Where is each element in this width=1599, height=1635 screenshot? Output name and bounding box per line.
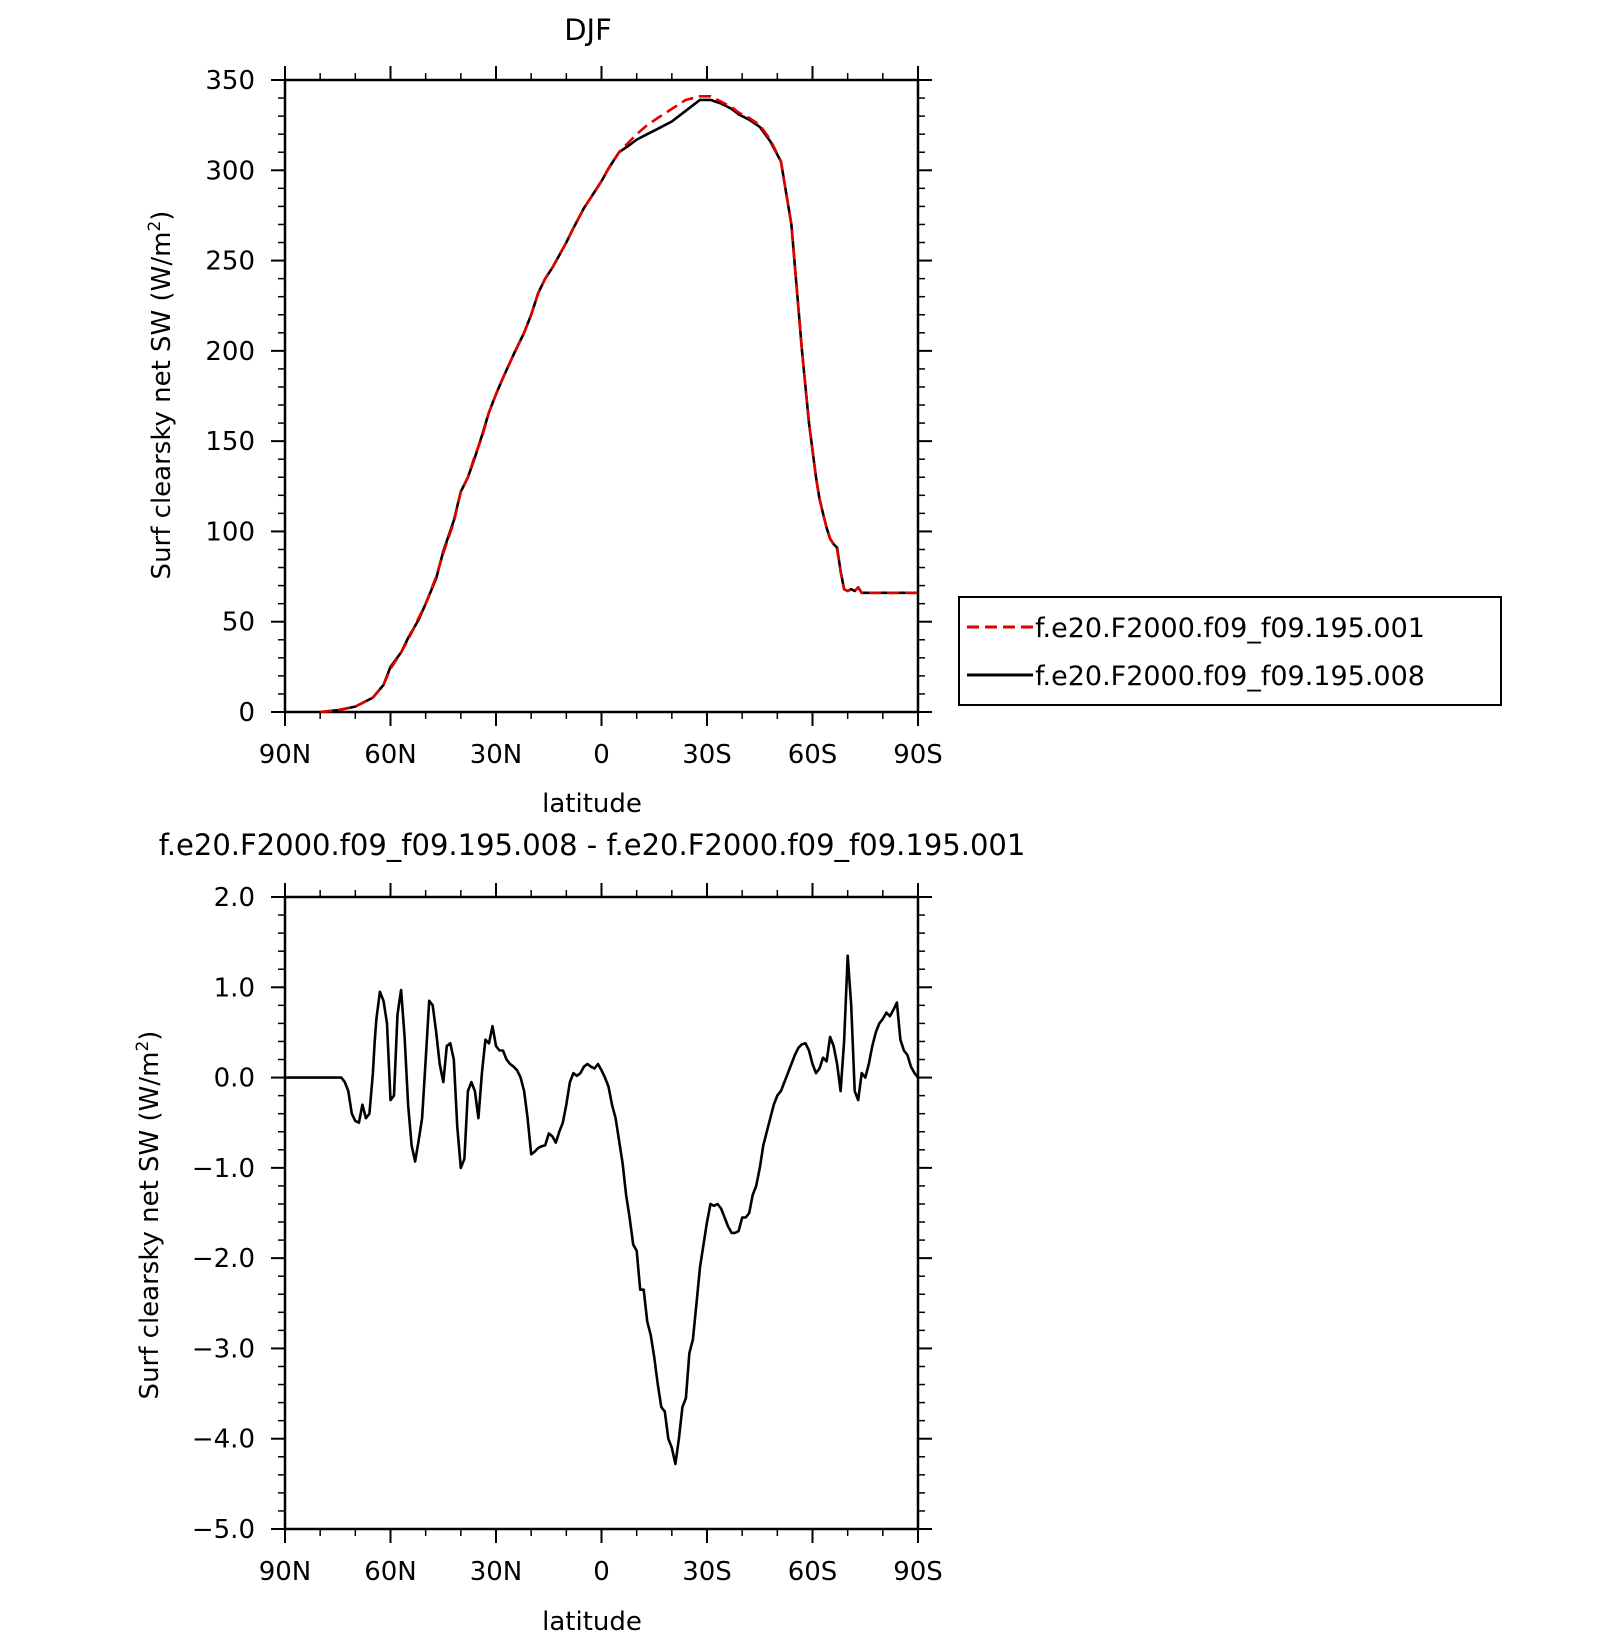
top-y-tick-label: 250 bbox=[205, 247, 255, 277]
bottom-y-tick-label: 1.0 bbox=[214, 973, 255, 1003]
top-y-tick-label: 100 bbox=[205, 517, 255, 547]
legend-label-series-1: f.e20.F2000.f09_f09.195.001 bbox=[1035, 613, 1425, 644]
top-y-tick-label: 50 bbox=[222, 608, 255, 638]
top-x-tick-label: 60S bbox=[788, 740, 838, 770]
bottom-y-axis-label: Surf clearsky net SW (W/m2) bbox=[133, 1031, 165, 1400]
bottom-x-tick-label: 90N bbox=[259, 1557, 312, 1587]
bottom-y-tick-label: −3.0 bbox=[192, 1334, 255, 1364]
bottom-x-tick-label: 90S bbox=[893, 1557, 943, 1587]
legend: f.e20.F2000.f09_f09.195.001 f.e20.F2000.… bbox=[958, 596, 1502, 706]
top-x-tick-label: 90S bbox=[893, 740, 943, 770]
bottom-x-tick-label: 0 bbox=[593, 1557, 610, 1587]
legend-box bbox=[958, 596, 1502, 706]
bottom-y-tick-label: 0.0 bbox=[214, 1064, 255, 1094]
bottom-y-tick-label: −5.0 bbox=[192, 1515, 255, 1545]
bottom-x-tick-label: 60S bbox=[788, 1557, 838, 1587]
top-x-tick-label: 0 bbox=[593, 740, 610, 770]
top-series-line-1 bbox=[320, 95, 918, 714]
bottom-panel: f.e20.F2000.f09_f09.195.008 - f.e20.F200… bbox=[133, 828, 1025, 1635]
top-x-tick-label: 30S bbox=[682, 740, 732, 770]
top-y-axis-label-main: Surf clearsky net SW (W/m bbox=[147, 232, 177, 580]
top-panel: DJF 90N 60N 30N 0 30S 60S 90S 0 50 100 150 200 250 30… bbox=[145, 13, 1502, 819]
bottom-y-axis-label-sup: 2 bbox=[133, 1041, 153, 1052]
top-chart-title: DJF bbox=[564, 13, 612, 47]
bottom-chart-title: f.e20.F2000.f09_f09.195.008 - f.e20.F200… bbox=[159, 828, 1026, 862]
top-plot-frame bbox=[283, 78, 920, 714]
bottom-series-line-1 bbox=[285, 954, 920, 1466]
top-y-tick-label: 300 bbox=[205, 156, 255, 186]
top-y-axis-label: Surf clearsky net SW (W/m2) bbox=[145, 211, 177, 580]
bottom-x-tick-label: 30N bbox=[470, 1557, 523, 1587]
bottom-x-tick-label: 60N bbox=[364, 1557, 417, 1587]
bottom-plot-area: 90N 60N 30N 0 30S 60S 90S 2.0 1.0 0.0 −1.0 −2.0 −3.0… bbox=[192, 883, 943, 1587]
top-y-tick-label: 150 bbox=[205, 427, 255, 457]
bottom-x-axis-label: latitude bbox=[542, 1607, 642, 1635]
bottom-y-tick-label: −1.0 bbox=[192, 1154, 255, 1184]
legend-label-series-2: f.e20.F2000.f09_f09.195.008 bbox=[1035, 661, 1425, 692]
bottom-x-tick-label: 30S bbox=[682, 1557, 732, 1587]
top-y-tick-label: 350 bbox=[205, 66, 255, 96]
bottom-y-axis-label-end: ) bbox=[135, 1031, 165, 1041]
bottom-y-tick-label: −2.0 bbox=[192, 1244, 255, 1274]
top-x-axis-label: latitude bbox=[542, 789, 642, 819]
top-series-line-2 bbox=[320, 98, 918, 714]
top-x-tick-label: 90N bbox=[259, 740, 312, 770]
top-y-axis-label-end: ) bbox=[147, 211, 177, 221]
top-y-tick-label: 200 bbox=[205, 337, 255, 367]
bottom-y-axis-label-main: Surf clearsky net SW (W/m bbox=[135, 1052, 165, 1400]
top-plot-area: 90N 60N 30N 0 30S 60S 90S 0 50 100 150 200 250 300 350 bbox=[205, 66, 943, 770]
bottom-y-tick-label: 2.0 bbox=[214, 883, 255, 913]
bottom-y-tick-label: −4.0 bbox=[192, 1425, 255, 1455]
top-x-tick-label: 60N bbox=[364, 740, 417, 770]
top-x-tick-label: 30N bbox=[470, 740, 523, 770]
top-y-axis-label-sup: 2 bbox=[145, 221, 165, 232]
top-y-tick-label: 0 bbox=[238, 698, 255, 728]
